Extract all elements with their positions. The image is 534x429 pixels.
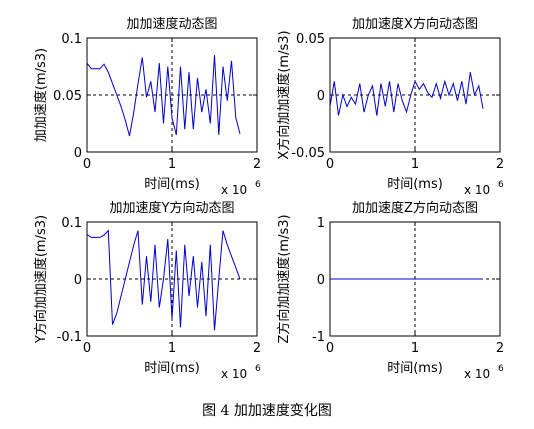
y-axis-label: Z方向加加速度(m/s3) xyxy=(276,214,292,343)
y-tick-label: 0 xyxy=(74,273,82,288)
x-axis-label: 时间(ms) xyxy=(144,177,200,192)
x-exponent-value: 6 xyxy=(255,180,261,190)
x-tick-label: 0 xyxy=(83,341,91,356)
x-tick-label: 1 xyxy=(411,341,419,356)
y-axis-label: Y方向加加速度(m/s3) xyxy=(33,215,49,344)
x-axis-label: 时间(ms) xyxy=(387,177,443,192)
figure-caption: 图 4 加加速度变化图 xyxy=(202,403,332,419)
x-tick-label: 1 xyxy=(168,157,176,172)
y-tick-label: 1 xyxy=(317,216,325,231)
x-tick-label: 1 xyxy=(168,341,176,356)
x-tick-label: 0 xyxy=(83,157,91,172)
x-tick-label: 2 xyxy=(253,157,261,172)
chart-title: 加加速度Y方向动态图 xyxy=(110,200,235,216)
y-tick-label: -0.05 xyxy=(291,146,325,161)
x-exponent-value: 6 xyxy=(255,364,261,374)
x-tick-label: 0 xyxy=(326,341,334,356)
chart-title: 加加速度X方向动态图 xyxy=(352,16,478,32)
x-exponent-label: x 10 xyxy=(221,183,247,197)
x-exponent-label: x 10 xyxy=(464,183,490,197)
x-tick-label: 2 xyxy=(496,341,504,356)
series-line-1 xyxy=(329,72,484,116)
x-axis-label: 时间(ms) xyxy=(144,361,200,376)
x-exponent-label: x 10 xyxy=(464,367,490,381)
x-exponent-value: 6 xyxy=(498,364,504,374)
y-axis-label: 加加速度(m/s3) xyxy=(33,48,49,142)
series-line-1 xyxy=(86,229,241,331)
x-tick-label: 2 xyxy=(253,341,261,356)
y-tick-label: 0.1 xyxy=(61,216,82,231)
y-tick-label: 0.05 xyxy=(296,32,325,47)
x-axis-label: 时间(ms) xyxy=(387,361,443,376)
x-tick-label: 2 xyxy=(496,157,504,172)
y-tick-label: 0 xyxy=(74,146,82,161)
chart-title: 加加速度动态图 xyxy=(126,16,217,32)
chart-title: 加加速度Z方向动态图 xyxy=(352,200,478,216)
y-tick-label: -0.1 xyxy=(57,330,82,345)
x-tick-label: 1 xyxy=(411,157,419,172)
y-axis-label: X方向加加速度(m/s3) xyxy=(276,30,292,159)
series-line-1 xyxy=(86,55,241,137)
x-exponent-value: 6 xyxy=(498,180,504,190)
x-exponent-label: x 10 xyxy=(221,367,247,381)
y-tick-label: 0 xyxy=(317,273,325,288)
x-tick-label: 0 xyxy=(326,157,334,172)
y-tick-label: 0.1 xyxy=(61,32,82,47)
y-tick-label: 0.05 xyxy=(53,89,82,104)
y-tick-label: 0 xyxy=(317,89,325,104)
y-tick-label: -1 xyxy=(312,330,325,345)
